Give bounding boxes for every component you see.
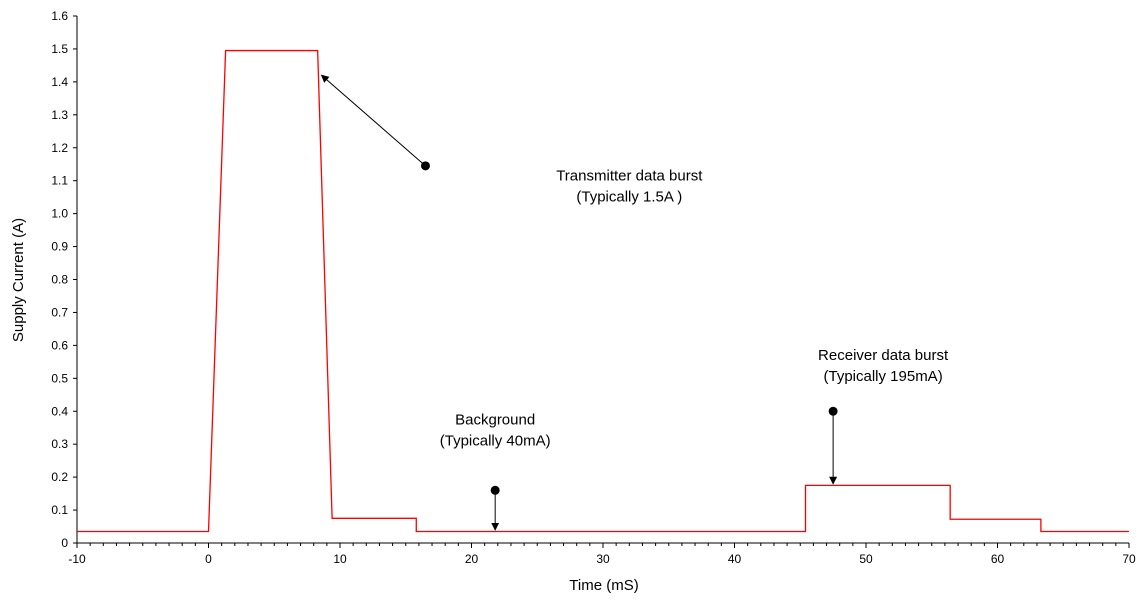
annotation-text: Receiver data burst xyxy=(818,347,949,364)
annotation: Transmitter data burst (Typically 1.5A ) xyxy=(320,74,703,206)
annotation-text: Background xyxy=(455,411,535,428)
y-tick-label: 0.9 xyxy=(51,240,68,254)
y-tick-label: 1.5 xyxy=(51,42,68,56)
y-tick-label: 1.6 xyxy=(51,9,68,23)
x-tick-label: 20 xyxy=(465,552,479,566)
x-tick-label: 0 xyxy=(205,552,212,566)
x-axis-title: Time (mS) xyxy=(569,577,638,594)
y-tick-label: 1.0 xyxy=(51,207,68,221)
x-tick-label: 10 xyxy=(333,552,347,566)
annotation-layer: Transmitter data burst (Typically 1.5A ) B… xyxy=(320,74,949,531)
y-tick-label: 0.8 xyxy=(51,273,68,287)
axes xyxy=(76,16,1129,544)
annotation-dot xyxy=(828,406,838,416)
annotation-text: Transmitter data burst xyxy=(556,168,703,185)
x-tick-label: 40 xyxy=(728,552,742,566)
x-tick-label: -10 xyxy=(68,552,86,566)
x-tick-label: 70 xyxy=(1122,552,1136,566)
y-tick-label: 0.3 xyxy=(51,437,68,451)
annotation-arrow xyxy=(320,74,426,167)
annotation-dot xyxy=(490,485,500,495)
y-ticks: 0 0.1 0.2 0.3 0.4 0.5 0.6 0.7 0.8 0.9 1.0 1.1 1.2 1.3… xyxy=(51,9,77,550)
annotation-text: (Typically 1.5A ) xyxy=(576,189,682,206)
y-tick-label: 1.1 xyxy=(51,174,68,188)
y-tick-label: 1.3 xyxy=(51,108,68,122)
y-tick-label: 0.2 xyxy=(51,470,68,484)
series-layer xyxy=(77,49,1129,533)
annotation: Background (Typically 40mA) xyxy=(440,411,551,531)
y-tick-label: 0.6 xyxy=(51,338,68,352)
x-tick-label: 30 xyxy=(596,552,610,566)
y-tick-label: 0 xyxy=(61,536,68,550)
y-tick-label: 1.2 xyxy=(51,141,68,155)
y-tick-label: 0.1 xyxy=(51,503,68,517)
y-tick-label: 0.7 xyxy=(51,305,68,319)
y-axis-title: Supply Current (A) xyxy=(10,218,27,342)
x-tick-label: 50 xyxy=(859,552,873,566)
y-tick-label: 1.4 xyxy=(51,75,68,89)
x-ticks: -10 0 10 20 30 40 50 60 70 xyxy=(68,543,1136,566)
y-tick-label: 0.5 xyxy=(51,371,68,385)
x-tick-label: 60 xyxy=(991,552,1005,566)
supply-current-line xyxy=(77,49,1129,533)
y-tick-label: 0.4 xyxy=(51,404,68,418)
annotation: Receiver data burst (Typically 195mA) xyxy=(818,347,949,485)
annotation-text: (Typically 195mA) xyxy=(823,368,942,385)
annotation-text: (Typically 40mA) xyxy=(440,432,551,449)
annotation-dot xyxy=(420,161,430,171)
